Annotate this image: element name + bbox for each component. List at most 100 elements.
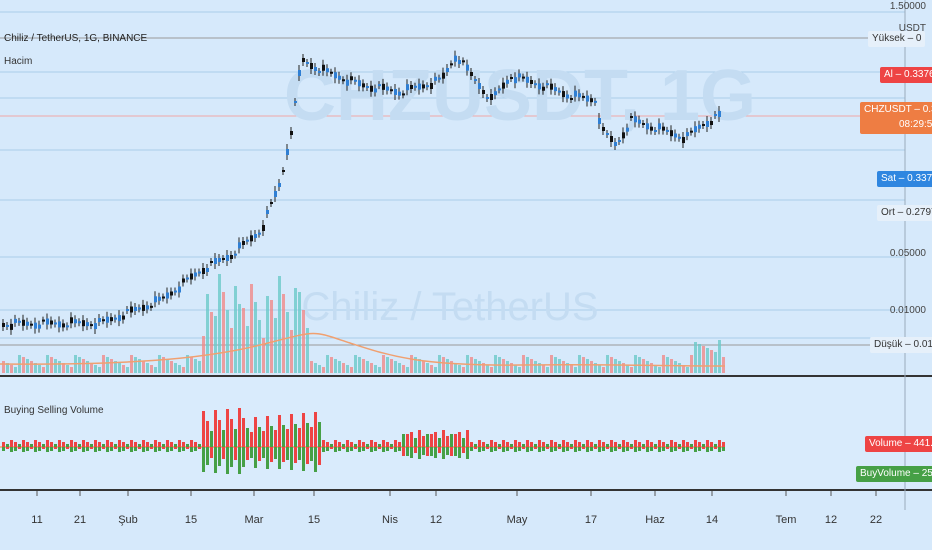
histogram-bar-top	[50, 442, 53, 447]
price-unit: USDT	[898, 23, 926, 34]
histogram-bar-top	[474, 444, 477, 447]
histogram-bar-bottom	[690, 447, 693, 449]
histogram-bar-bottom	[406, 447, 409, 456]
candle-body	[398, 91, 401, 96]
volume-bar	[414, 357, 417, 373]
candle-body	[118, 315, 121, 322]
histogram-bar-bottom	[18, 447, 21, 449]
volume-bar	[382, 355, 385, 373]
histogram-bar-bottom	[278, 447, 281, 469]
candle-body	[26, 321, 29, 326]
symbol-title[interactable]: Chiliz / TetherUS, 1G, BINANCE	[4, 33, 148, 44]
volume-bar	[106, 357, 109, 373]
histogram-bar-top	[514, 440, 517, 447]
histogram-bar-top	[546, 444, 549, 447]
volume-bar	[170, 361, 173, 373]
candle-body	[466, 64, 469, 71]
candle-body	[238, 242, 241, 249]
histogram-bar-bottom	[362, 447, 365, 451]
histogram-bar-top	[578, 442, 581, 447]
histogram-bar-top	[450, 434, 453, 447]
volume-bar	[686, 367, 689, 373]
candle-body	[266, 210, 269, 214]
histogram-bar-bottom	[494, 447, 497, 451]
volume-bar	[158, 355, 161, 373]
histogram-bar-bottom	[30, 447, 33, 449]
volume-bar	[266, 296, 269, 373]
histogram-bar-top	[674, 442, 677, 447]
candle-body	[126, 309, 129, 312]
volume-bar	[338, 361, 341, 373]
volume-bar	[226, 310, 229, 373]
histogram-bar-top	[542, 442, 545, 447]
histogram-bar-top	[690, 444, 693, 447]
histogram-bar-top	[22, 440, 25, 447]
volume-bar	[310, 361, 313, 373]
volume-bar	[422, 361, 425, 373]
volume-bar	[722, 357, 725, 373]
candle-body	[134, 306, 137, 311]
volume-legend[interactable]: Hacim	[4, 56, 33, 67]
histogram-bar-top	[158, 442, 161, 447]
histogram-bar-top	[134, 442, 137, 447]
histogram-bar-bottom	[210, 447, 213, 458]
histogram-bar-bottom	[94, 447, 97, 452]
volume-bar	[138, 359, 141, 373]
candle-body	[18, 320, 21, 323]
histogram-bar-top	[310, 427, 313, 447]
histogram-bar-bottom	[170, 447, 173, 451]
candle-body	[194, 272, 197, 277]
volume-bar	[578, 355, 581, 373]
histogram-bar-top	[582, 444, 585, 447]
histogram-bar-top	[370, 440, 373, 447]
volume-bar	[294, 288, 297, 373]
histogram-bar-top	[190, 440, 193, 447]
volume-bar	[566, 363, 569, 373]
histogram-bar-bottom	[62, 447, 65, 451]
buy-volume-value-label: BuyVolume – 258.717M	[856, 466, 932, 482]
buying-selling-volume-legend[interactable]: Buying Selling Volume	[4, 405, 104, 416]
volume-bar	[658, 367, 661, 373]
histogram-bar-top	[318, 422, 321, 447]
histogram-bar-bottom	[622, 447, 625, 452]
candle-body	[350, 76, 353, 81]
volume-bar	[462, 367, 465, 373]
candle-body	[558, 90, 561, 93]
candle-body	[142, 304, 145, 311]
histogram-bar-bottom	[586, 447, 589, 452]
histogram-bar-bottom	[282, 447, 285, 462]
volume-bar	[298, 292, 301, 373]
histogram-bar-bottom	[270, 447, 273, 462]
histogram-bar-top	[386, 442, 389, 447]
histogram-bar-top	[570, 444, 573, 447]
histogram-bar-bottom	[310, 447, 313, 461]
candle-body	[22, 319, 25, 326]
histogram-bar-top	[290, 414, 293, 447]
volume-bar	[390, 359, 393, 373]
histogram-bar-bottom	[542, 447, 545, 451]
candle-body	[154, 296, 157, 303]
histogram-bar-top	[506, 442, 509, 447]
histogram-bar-bottom	[6, 447, 9, 449]
candle-body	[370, 85, 373, 92]
histogram-bar-top	[258, 427, 261, 447]
candle-body	[714, 114, 717, 116]
histogram-bar-bottom	[98, 447, 101, 451]
histogram-bar-bottom	[338, 447, 341, 451]
candle-body	[254, 234, 257, 238]
candle-body	[178, 286, 181, 293]
histogram-bar-bottom	[670, 447, 673, 452]
volume-bar	[442, 357, 445, 373]
volume-bar	[350, 367, 353, 373]
histogram-bar-bottom	[298, 447, 301, 460]
histogram-bar-top	[410, 432, 413, 447]
candle-body	[262, 225, 265, 231]
volume-bar	[62, 363, 65, 373]
histogram-bar-bottom	[718, 447, 721, 452]
histogram-bar-bottom	[486, 447, 489, 449]
volume-bar	[162, 357, 165, 373]
volume-bar	[558, 359, 561, 373]
histogram-bar-bottom	[450, 447, 453, 456]
histogram-bar-top	[182, 442, 185, 447]
